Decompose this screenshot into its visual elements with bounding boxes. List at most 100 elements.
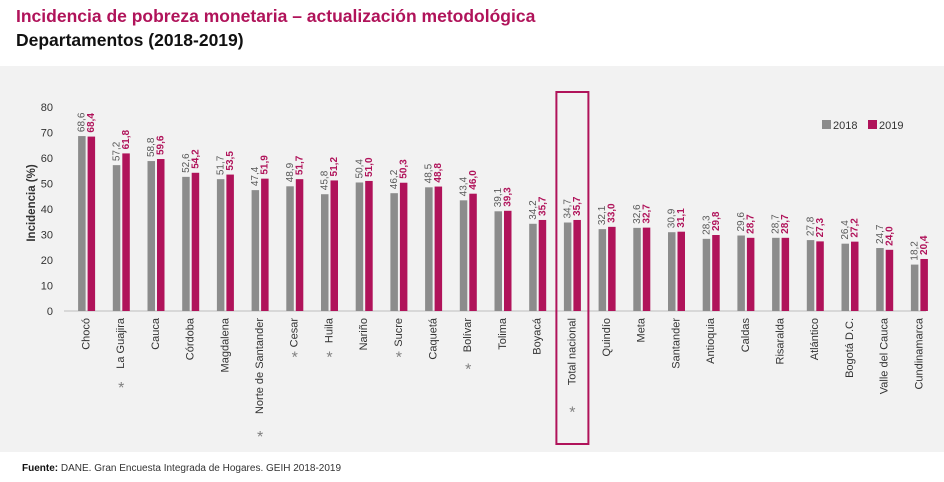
y-tick-label: 40 [41, 204, 53, 216]
legend-label-2018: 2018 [833, 120, 857, 132]
value-label-2019: 31,1 [676, 208, 687, 228]
value-label-2019: 35,7 [537, 196, 548, 216]
bar-2018 [78, 136, 86, 311]
value-label-2018: 51,7 [216, 155, 227, 175]
asterisk-markers: * * * * * * * [118, 350, 575, 446]
value-label-2019: 53,5 [225, 151, 236, 171]
bar-2018 [390, 193, 398, 311]
total-nacional-highlight-box [555, 91, 590, 445]
bar-2018 [112, 165, 121, 311]
bar-2018 [737, 235, 745, 311]
source-text: DANE. Gran Encuesta Integrada de Hogares… [60, 463, 342, 474]
y-tick-label: 0 [47, 306, 53, 318]
bar-2019 [191, 172, 200, 311]
value-label-2019: 27,3 [815, 217, 826, 237]
bar-2018 [286, 186, 294, 311]
bar-2018 [668, 232, 676, 311]
legend-swatch-2018 [822, 120, 831, 129]
y-tick-label: 20 [41, 255, 53, 267]
bar-2019 [816, 241, 824, 311]
bar-2019 [469, 193, 477, 311]
bar-2018 [806, 240, 815, 311]
legend: 2018 2019 [822, 120, 903, 132]
value-label-2019: 51,9 [260, 155, 271, 175]
value-label-2018: 24,7 [875, 224, 886, 244]
x-tick-label: Atlántico [809, 318, 821, 360]
bar-2019 [295, 179, 304, 311]
bar-2018 [633, 227, 641, 311]
value-label-2018: 32,1 [597, 205, 608, 225]
bar-2018 [494, 211, 502, 311]
value-label-2019: 51,2 [329, 157, 340, 177]
value-label-2019: 59,6 [156, 135, 167, 155]
bar-2019 [781, 237, 790, 311]
value-label-2019: 48,8 [433, 163, 444, 183]
y-tick-label: 80 [41, 102, 53, 114]
bar-2018 [321, 194, 329, 311]
value-label-2018: 32,6 [632, 204, 643, 224]
value-label-2018: 18,2 [910, 241, 921, 261]
bar-2018 [702, 238, 711, 311]
legend-swatch-2019 [868, 120, 877, 129]
x-tick-label: Sucre [393, 318, 405, 347]
x-tick-label: Huila [323, 317, 335, 343]
value-label-2019: 27,2 [850, 218, 861, 238]
x-tick-label: Caquetá [428, 317, 440, 359]
bar-2019 [330, 180, 338, 311]
value-label-2018: 28,3 [701, 215, 712, 235]
value-label-2019: 51,0 [364, 157, 375, 177]
value-label-2018: 58,8 [146, 137, 157, 157]
bar-2019 [122, 153, 130, 311]
asterisk-marker: * [257, 429, 263, 446]
source-label: Fuente: [22, 463, 59, 474]
value-label-2019: 54,2 [190, 149, 201, 169]
x-tick-label: Quindío [601, 318, 613, 357]
x-tick-label: Tolima [497, 317, 509, 350]
y-tick-label: 30 [41, 230, 53, 242]
bar-2019 [87, 136, 96, 311]
y-tick-label: 50 [41, 179, 53, 191]
value-label-2018: 30,9 [667, 208, 678, 228]
bar-2019 [573, 219, 581, 311]
value-labels: 68,668,457,261,8 58,859,652,654,2 51,753,5… [77, 112, 930, 260]
x-tick-label: Norte de Santander [254, 318, 266, 414]
value-label-2018: 45,8 [320, 170, 331, 190]
bar-2019 [261, 178, 269, 311]
asterisk-marker: * [465, 362, 471, 379]
bar-2019 [157, 159, 165, 311]
asterisk-marker: * [569, 404, 575, 421]
value-label-2019: 39,3 [503, 187, 514, 207]
chart-subtitle: Departamentos (2018-2019) [16, 30, 244, 50]
bar-2019 [434, 186, 443, 311]
value-label-2019: 68,4 [86, 113, 97, 133]
value-label-2019: 51,7 [294, 155, 305, 175]
bar-2019 [677, 231, 685, 311]
value-label-2018: 28,7 [771, 214, 782, 234]
bar-2019 [538, 219, 547, 311]
bar-2019 [920, 258, 928, 311]
value-label-2018: 39,1 [493, 187, 504, 207]
asterisk-marker: * [118, 380, 124, 397]
x-tick-label: Bolívar [462, 318, 474, 353]
bar-2019 [885, 249, 894, 311]
value-label-2018: 57,2 [111, 141, 122, 161]
value-label-2019: 29,8 [711, 211, 722, 231]
bar-2018 [425, 187, 433, 311]
value-label-2018: 29,6 [736, 212, 747, 232]
value-label-2019: 61,8 [121, 130, 132, 150]
x-tick-label: La Guajira [115, 317, 127, 369]
x-axis-labels: Chocó La Guajira Cauca Córdoba Magdalena Nort… [81, 317, 926, 414]
value-label-2018: 48,9 [285, 162, 296, 182]
value-label-2019: 20,4 [919, 235, 930, 255]
x-tick-label: Cauca [150, 317, 162, 350]
chart-title: Incidencia de pobreza monetaria – actual… [16, 6, 536, 26]
value-label-2018: 50,4 [354, 159, 365, 179]
bar-2019 [746, 237, 755, 311]
value-label-2018: 43,4 [458, 176, 469, 196]
bar-2018 [182, 176, 190, 311]
bar-2019 [712, 235, 720, 311]
value-label-2018: 34,2 [528, 200, 539, 220]
y-tick-label: 70 [41, 128, 53, 140]
bar-2018 [529, 223, 537, 311]
